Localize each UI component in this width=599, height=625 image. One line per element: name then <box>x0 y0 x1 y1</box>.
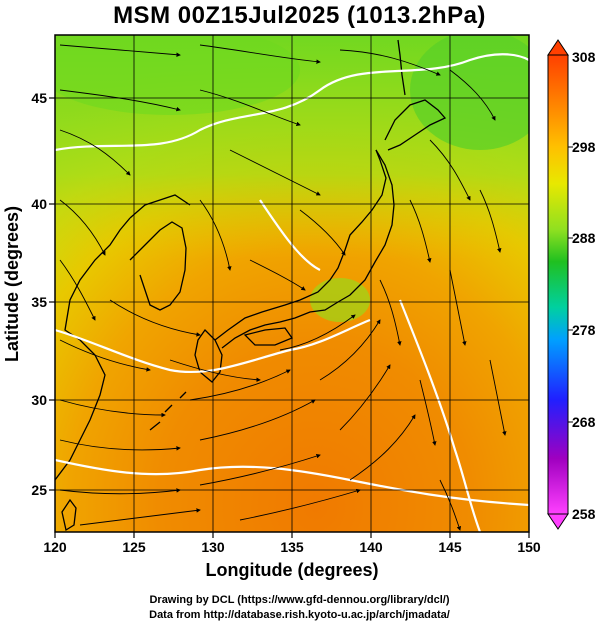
x-tick-label: 145 <box>438 539 462 555</box>
credit-data-source: Data from http://database.rish.kyoto-u.a… <box>149 609 450 621</box>
y-tick-label: 30 <box>31 392 47 408</box>
colorbar-tick-label: 298 <box>572 139 596 155</box>
x-axis-title: Longitude (degrees) <box>205 560 378 580</box>
colorbar-tick-label: 288 <box>572 230 596 246</box>
y-tick-label: 45 <box>31 90 47 106</box>
y-tick-label: 35 <box>31 294 47 310</box>
temperature-field <box>55 35 529 532</box>
y-axis <box>49 97 55 491</box>
colorbar-tick-label: 268 <box>572 414 596 430</box>
x-tick-label: 130 <box>201 539 225 555</box>
x-tick-label: 140 <box>359 539 383 555</box>
colorbar-tick-label: 258 <box>572 506 596 522</box>
x-axis <box>54 532 530 538</box>
isotherms <box>55 53 529 532</box>
colorbar <box>547 39 573 530</box>
streamlines <box>59 44 507 531</box>
colorbar-tick-label: 308 <box>572 49 596 65</box>
y-tick-label: 25 <box>31 482 47 498</box>
x-tick-label: 125 <box>122 539 146 555</box>
grid-lines <box>55 35 529 532</box>
colorbar-max-arrow <box>547 39 569 56</box>
x-tick-label: 120 <box>43 539 67 555</box>
colorbar-tick-label: 278 <box>572 322 596 338</box>
colorbar-min-arrow <box>547 513 569 530</box>
credit-drawing: Drawing by DCL (https://www.gfd-dennou.o… <box>149 594 450 606</box>
coastlines <box>55 39 447 532</box>
colorbar-scale <box>547 54 569 515</box>
x-tick-label: 150 <box>517 539 541 555</box>
y-axis-title: Latitude (degrees) <box>2 206 22 362</box>
x-tick-label: 135 <box>280 539 304 555</box>
y-tick-label: 40 <box>31 196 47 212</box>
map-title: MSM 00Z15Jul2025 (1013.2hPa) <box>113 2 486 29</box>
